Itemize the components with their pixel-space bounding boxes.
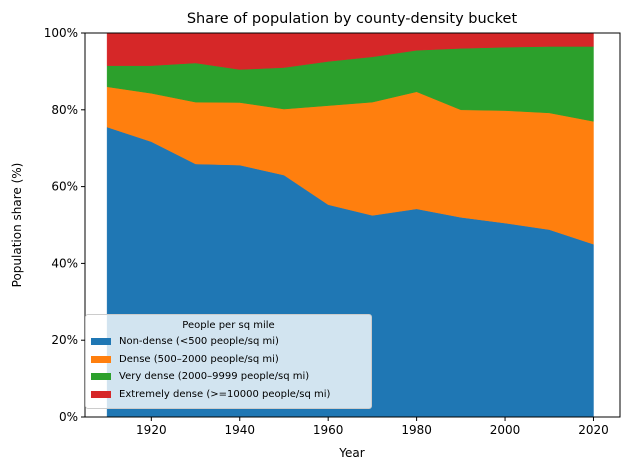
legend: People per sq mile Non-dense (<500 peopl… [85, 314, 372, 409]
legend-entries: Non-dense (<500 people/sq mi) Dense (500–… [86, 333, 371, 403]
legend-item: Dense (500–2000 people/sq mi) [86, 351, 371, 369]
y-axis-ticks: 0% 20% 40% 60% 80% 100% [44, 26, 85, 424]
y-tick-label: 40% [51, 256, 78, 270]
x-tick-label: 1980 [401, 423, 432, 437]
y-tick-label: 60% [51, 180, 78, 194]
y-axis-label: Population share (%) [10, 163, 24, 288]
x-tick-label: 2020 [578, 423, 609, 437]
chart-title: Share of population by county-density bu… [187, 11, 518, 27]
x-axis-label: Year [338, 446, 364, 460]
y-tick-label: 20% [51, 333, 78, 347]
legend-title: People per sq mile [182, 320, 275, 331]
x-tick-label: 1960 [313, 423, 344, 437]
x-tick-label: 1940 [224, 423, 255, 437]
plot-frame [84, 32, 621, 418]
x-tick-label: 2000 [490, 423, 521, 437]
legend-item: Extremely dense (>=10000 people/sq mi) [86, 386, 371, 404]
legend-swatch [91, 338, 111, 346]
y-tick-label: 80% [51, 103, 78, 117]
y-tick-label: 0% [59, 410, 78, 424]
legend-label: Non-dense (<500 people/sq mi) [119, 336, 279, 348]
legend-item: Very dense (2000–9999 people/sq mi) [86, 368, 371, 386]
legend-swatch [91, 355, 111, 363]
x-axis-ticks: 1920 1940 1960 1980 2000 2020 [136, 417, 609, 437]
legend-swatch [91, 390, 111, 398]
y-tick-label: 100% [44, 26, 78, 40]
legend-label: Extremely dense (>=10000 people/sq mi) [119, 388, 331, 400]
legend-swatch [91, 373, 111, 381]
x-tick-label: 1920 [136, 423, 167, 437]
legend-label: Very dense (2000–9999 people/sq mi) [119, 371, 310, 383]
legend-item: Non-dense (<500 people/sq mi) [86, 333, 371, 351]
legend-label: Dense (500–2000 people/sq mi) [119, 353, 279, 365]
